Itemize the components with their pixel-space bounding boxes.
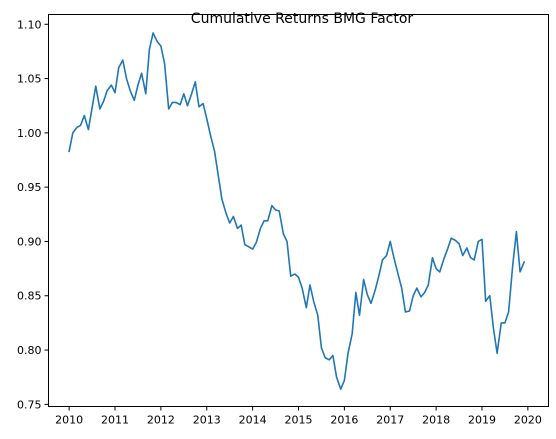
y-tick-label-5: 1.00 (17, 127, 42, 140)
x-axis: 2010 2011 2012 2013 2014 2015 2016 2017 2018 2019… (55, 406, 542, 427)
x-tick-label-2019: 2019 (468, 414, 496, 427)
x-tick-label-2017: 2017 (376, 414, 404, 427)
series-line-0 (68, 32, 526, 390)
x-tick-label-2014: 2014 (239, 414, 267, 427)
y-tick-label-4: 0.95 (17, 181, 42, 194)
x-tick-label-2015: 2015 (285, 414, 313, 427)
y-tick-label-6: 1.05 (17, 73, 42, 86)
x-tick-label-2016: 2016 (330, 414, 358, 427)
y-tick-label-3: 0.90 (17, 235, 42, 248)
y-tick-label-2: 0.85 (17, 290, 42, 303)
x-tick-label-2020: 2020 (514, 414, 542, 427)
x-tick-label-2011: 2011 (101, 414, 129, 427)
x-tick-label-2012: 2012 (147, 414, 175, 427)
plot-area (68, 32, 526, 390)
chart-title: Cumulative Returns BMG Factor (191, 11, 414, 27)
y-tick-label-0: 0.75 (17, 398, 42, 411)
x-tick-label-2018: 2018 (422, 414, 450, 427)
x-tick-label-2013: 2013 (193, 414, 221, 427)
y-tick-label-7: 1.10 (17, 18, 42, 31)
plot-frame (48, 14, 549, 407)
x-tick-label-2010: 2010 (55, 414, 83, 427)
y-tick-label-1: 0.80 (17, 344, 42, 357)
y-axis: 0.75 0.80 0.85 0.90 0.95 1.00 1.05 1.10 (17, 18, 49, 411)
